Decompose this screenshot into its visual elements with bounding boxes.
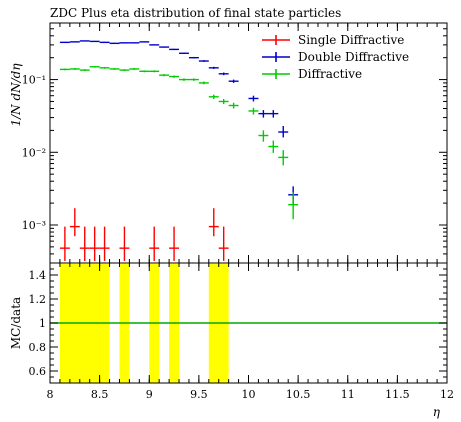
single-diffractive-point (218, 226, 229, 261)
diffractive-point (159, 74, 170, 77)
ratio-plot-frame (49, 262, 448, 384)
diffractive-point (79, 69, 90, 72)
single-diffractive-point (119, 226, 130, 261)
ratio-y-tick-label: 0.8 (29, 341, 47, 354)
diffractive-point (99, 66, 110, 69)
double-diffractive-point (59, 41, 70, 44)
diffractive-point (208, 94, 219, 100)
x-tick-label: 11.5 (385, 388, 410, 401)
diffractive-point (198, 81, 209, 85)
diffractive-point (129, 68, 140, 70)
double-diffractive-point (228, 79, 239, 83)
x-tick-label: 9.5 (190, 388, 208, 401)
main-y-tick-label: 10⁻¹ (22, 74, 46, 87)
main-y-axis-label: 1/N dN/dη (9, 63, 23, 127)
diffractive-point (228, 102, 239, 109)
x-tick-label: 10.5 (286, 388, 311, 401)
double-diffractive-point (268, 110, 279, 118)
single-diffractive-legend-label: Single Diffractive (298, 33, 404, 47)
diffractive-point (59, 68, 70, 71)
diffractive-point (278, 150, 289, 166)
x-tick-label: 9 (146, 388, 153, 401)
diffractive-point (258, 130, 269, 142)
double-diffractive-point (119, 42, 130, 44)
double-diffractive-point (208, 66, 219, 69)
diffractive-legend-label: Diffractive (298, 67, 362, 81)
single-diffractive-point (99, 226, 110, 261)
legend: Single Diffractive Double Diffractive Diff… (262, 33, 409, 81)
single-diffractive-point (208, 208, 219, 237)
single-diffractive-point (59, 226, 70, 261)
x-tick-label: 11 (341, 388, 355, 401)
diffractive-point (169, 75, 180, 78)
single-diffractive-point (89, 226, 100, 261)
diffractive-point (179, 78, 189, 81)
x-tick-label: 12 (440, 388, 454, 401)
double-diffractive-point (149, 44, 160, 46)
diffractive-point (248, 107, 259, 115)
double-diffractive-point (159, 46, 170, 48)
double-diffractive-point (188, 56, 199, 59)
diffractive-point (149, 70, 160, 73)
chart-title: ZDC Plus eta distribution of final state… (50, 6, 341, 20)
main-y-tick-label: 10⁻³ (22, 219, 46, 232)
diffractive-point (119, 69, 130, 72)
diffractive-point (109, 68, 120, 70)
double-diffractive-point (109, 42, 120, 45)
double-diffractive-point (218, 72, 229, 76)
ratio-y-tick-label: 1.2 (29, 293, 47, 306)
diffractive-point (188, 78, 199, 81)
ratio-y-tick-label: 0.6 (29, 365, 47, 378)
ratio-panel: 8 8.5 9 9.5 10 10.5 11 11.5 12 0.6 0.8 1 1.2 1.4 (29, 262, 454, 401)
double-diffractive-legend-label: Double Diffractive (298, 50, 409, 64)
diffractive-point (288, 192, 299, 220)
ratio-y-axis-label: MC/data (9, 297, 23, 349)
diffractive-point (218, 99, 229, 105)
x-tick-label: 10 (242, 388, 256, 401)
double-diffractive-point (278, 125, 289, 138)
single-diffractive-point (79, 226, 90, 261)
single-diffractive-point (149, 226, 160, 261)
x-tick-label: 8 (47, 388, 54, 401)
single-diffractive-point (169, 226, 180, 261)
diffractive-point (89, 65, 100, 68)
main-panel: 10⁻³ 10⁻² 10⁻¹ (22, 23, 448, 264)
double-diffractive-point (179, 52, 189, 54)
double-diffractive-point (79, 40, 90, 42)
main-y-tick-label: 10⁻² (22, 146, 46, 159)
double-diffractive-point (169, 48, 180, 51)
ratio-y-tick-label: 1 (39, 317, 46, 330)
double-diffractive-point (139, 41, 150, 43)
diffractive-point (139, 70, 150, 73)
double-diffractive-point (258, 110, 269, 118)
single-diffractive-point (69, 208, 80, 237)
double-diffractive-point (129, 42, 140, 44)
double-diffractive-point (248, 95, 259, 102)
x-tick-label: 8.5 (91, 388, 109, 401)
double-diffractive-point (89, 40, 100, 43)
double-diffractive-point (69, 41, 80, 43)
x-axis-label: η (433, 405, 441, 419)
diffractive-point (268, 140, 279, 153)
double-diffractive-point (198, 60, 209, 62)
double-diffractive-point (99, 41, 110, 44)
diffractive-point (69, 68, 80, 70)
ratio-y-tick-label: 1.4 (29, 269, 47, 282)
